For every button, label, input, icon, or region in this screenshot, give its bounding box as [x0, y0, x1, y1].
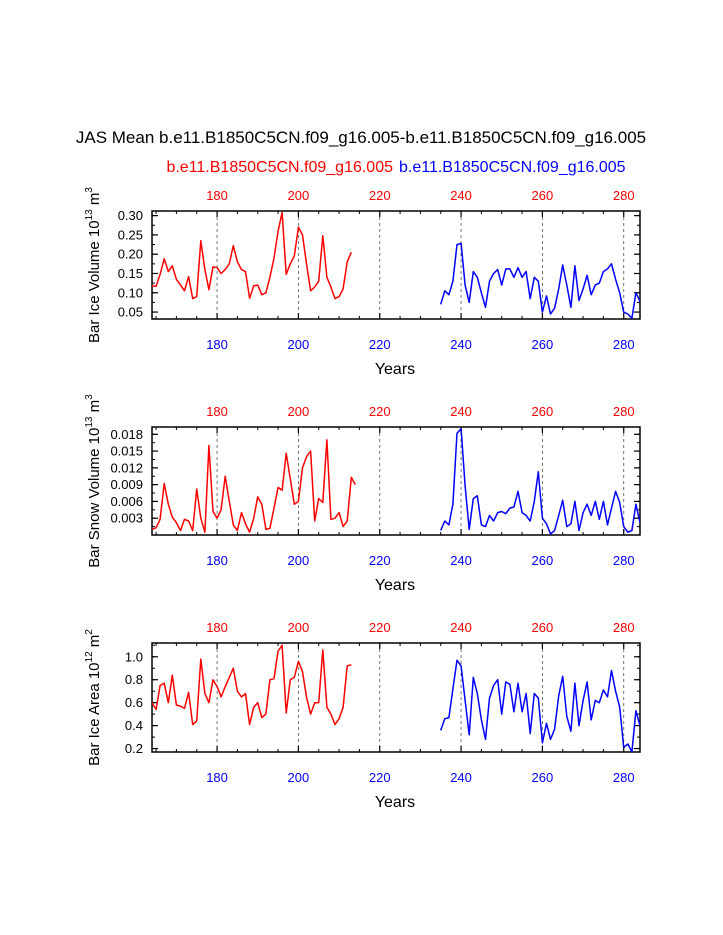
x-axis-title: Years: [375, 577, 415, 594]
y-axis-title-text: Bar Ice Volume 10: [86, 220, 103, 343]
bottom-x-tick-label: 200: [288, 553, 310, 568]
y-axis-title-unit: m: [86, 400, 103, 417]
series-line-2: [440, 427, 640, 535]
y-axis-title-text: Bar Ice Area 10: [86, 662, 103, 765]
plot-frame: [151, 210, 641, 320]
top-x-tick-label: 240: [450, 188, 472, 203]
panel-3: 180 180 200 200 220 220 240 240 260 260 280 280 0.2 0…: [84, 620, 641, 811]
y-axis-title-exponent: 13: [84, 209, 95, 221]
series-line-1: [152, 439, 356, 533]
y-tick-label: 0.003: [110, 511, 143, 526]
plot-frame: [151, 642, 641, 753]
legend-entries: b.e11.B1850C5CN.f09_g16.005 b.e11.B1850C5…: [166, 159, 625, 176]
top-x-tick-label: 180: [206, 404, 228, 419]
bottom-x-tick-label: 280: [613, 770, 635, 785]
bottom-x-tick-label: 220: [369, 770, 391, 785]
y-tick-label: 0.20: [118, 247, 143, 262]
bottom-x-tick-label: 260: [532, 553, 554, 568]
series-line-1: [152, 644, 352, 726]
y-tick-label: 0.006: [110, 494, 143, 509]
y-axis-title-exponent: 13: [84, 416, 95, 428]
y-axis-title-unit-exponent: 3: [84, 394, 95, 400]
top-x-tick-label: 260: [532, 620, 554, 635]
y-axis-title-unit-exponent: 2: [84, 629, 95, 635]
y-tick-label: 0.4: [125, 718, 143, 733]
bottom-x-tick-label: 260: [532, 337, 554, 352]
top-x-tick-label: 200: [288, 404, 310, 419]
y-tick-label: 0.015: [110, 444, 143, 459]
y-tick-label: 0.25: [118, 227, 143, 242]
top-x-tick-label: 240: [450, 404, 472, 419]
top-x-tick-label: 260: [532, 188, 554, 203]
bottom-x-tick-label: 180: [206, 337, 228, 352]
y-axis-title-unit: m: [86, 193, 103, 210]
series-line-1: [152, 211, 352, 300]
y-axis-title-text: Bar Snow Volume 10: [86, 428, 103, 568]
panel-2: 180 180 200 200 220 220 240 240 260 260 280 280 0.00…: [84, 394, 641, 594]
top-x-tick-label: 280: [613, 188, 635, 203]
series-line-2: [439, 242, 640, 319]
top-x-tick-label: 280: [613, 620, 635, 635]
top-x-tick-label: 260: [532, 404, 554, 419]
bottom-x-tick-label: 280: [613, 553, 635, 568]
top-x-tick-label: 200: [288, 620, 310, 635]
series-line-2: [439, 659, 640, 752]
top-x-tick-label: 180: [206, 188, 228, 203]
bottom-x-tick-label: 220: [369, 337, 391, 352]
y-axis-title-unit-exponent: 3: [84, 187, 95, 193]
bottom-x-tick-label: 180: [206, 770, 228, 785]
bottom-x-tick-label: 260: [532, 770, 554, 785]
bottom-x-tick-label: 240: [450, 770, 472, 785]
legend-entry-red: b.e11.B1850C5CN.f09_g16.005: [166, 159, 393, 176]
bottom-x-tick-label: 220: [369, 553, 391, 568]
y-tick-label: 0.2: [125, 741, 143, 756]
y-tick-label: 0.012: [110, 460, 143, 475]
y-axis-title-exponent: 12: [84, 651, 95, 663]
y-axis-title: Bar Ice Volume 1013 m3: [84, 187, 103, 343]
top-x-tick-label: 280: [613, 404, 635, 419]
chart-title: JAS Mean b.e11.B1850C5CN.f09_g16.005-b.e…: [76, 128, 646, 147]
y-tick-label: 0.05: [118, 305, 143, 320]
top-x-tick-label: 220: [369, 188, 391, 203]
y-tick-label: 0.30: [118, 208, 143, 223]
panel-1: 180 180 200 200 220 220 240 240 260 260 280 280 0.05…: [84, 187, 641, 378]
top-x-tick-label: 220: [369, 620, 391, 635]
bottom-x-tick-label: 280: [613, 337, 635, 352]
y-tick-label: 1.0: [125, 649, 143, 664]
bottom-x-tick-label: 200: [288, 337, 310, 352]
bottom-x-tick-label: 200: [288, 770, 310, 785]
top-x-tick-label: 220: [369, 404, 391, 419]
y-tick-label: 0.15: [118, 266, 143, 281]
y-tick-label: 0.009: [110, 477, 143, 492]
y-tick-label: 0.6: [125, 695, 143, 710]
y-tick-label: 0.10: [118, 285, 143, 300]
plot-frame: [151, 426, 641, 536]
y-tick-label: 0.018: [110, 427, 143, 442]
bottom-x-tick-label: 240: [450, 337, 472, 352]
y-axis-title: Bar Ice Area 1012 m2: [84, 629, 103, 766]
x-axis-title: Years: [375, 794, 415, 811]
top-x-tick-label: 240: [450, 620, 472, 635]
top-x-tick-label: 200: [288, 188, 310, 203]
y-axis-title: Bar Snow Volume 1013 m3: [84, 394, 103, 568]
bottom-x-tick-label: 180: [206, 553, 228, 568]
legend-entry-blue: b.e11.B1850C5CN.f09_g16.005: [399, 159, 626, 176]
x-axis-title: Years: [375, 361, 415, 378]
y-axis-title-unit: m: [86, 635, 103, 652]
y-tick-label: 0.8: [125, 672, 143, 687]
chart-panels: 180 180 200 200 220 220 240 240 260 260 280 280 0.05…: [84, 187, 641, 811]
top-x-tick-label: 180: [206, 620, 228, 635]
bottom-x-tick-label: 240: [450, 553, 472, 568]
